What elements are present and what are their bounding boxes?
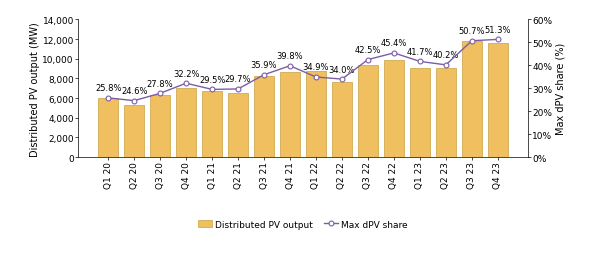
Bar (229, 94, 248, 157)
Text: 45.4%: 45.4% (381, 39, 407, 48)
Text: 51.3%: 51.3% (485, 26, 511, 35)
Bar (124, 106, 144, 157)
Text: 34.9%: 34.9% (303, 63, 329, 72)
Text: 39.8%: 39.8% (277, 52, 304, 61)
Text: 25.8%: 25.8% (95, 84, 121, 93)
Bar (332, 83, 352, 157)
Bar (254, 77, 274, 157)
Bar (384, 61, 404, 157)
Bar (358, 65, 377, 157)
Text: 27.8%: 27.8% (147, 80, 173, 88)
Bar (202, 92, 222, 157)
Text: 29.5%: 29.5% (199, 75, 225, 85)
Text: 40.2%: 40.2% (433, 51, 459, 60)
Text: 29.7%: 29.7% (225, 75, 251, 84)
Bar (462, 42, 482, 157)
Bar (436, 69, 455, 157)
Text: 41.7%: 41.7% (407, 48, 433, 57)
Text: 50.7%: 50.7% (458, 27, 485, 36)
Bar (306, 72, 326, 157)
Bar (488, 44, 508, 157)
Bar (176, 88, 196, 157)
Bar (151, 95, 170, 157)
Bar (410, 69, 430, 157)
Text: 32.2%: 32.2% (173, 69, 199, 78)
Legend: Distributed PV output, Max dPV share: Distributed PV output, Max dPV share (194, 216, 412, 232)
Bar (280, 73, 300, 157)
Text: 42.5%: 42.5% (355, 46, 381, 55)
Bar (98, 98, 118, 157)
Text: 35.9%: 35.9% (251, 61, 277, 70)
Y-axis label: Max dPV share (%): Max dPV share (%) (555, 43, 565, 135)
Text: 24.6%: 24.6% (121, 87, 148, 96)
Y-axis label: Distributed PV output (MW): Distributed PV output (MW) (29, 22, 40, 156)
Text: 34.0%: 34.0% (329, 65, 355, 74)
